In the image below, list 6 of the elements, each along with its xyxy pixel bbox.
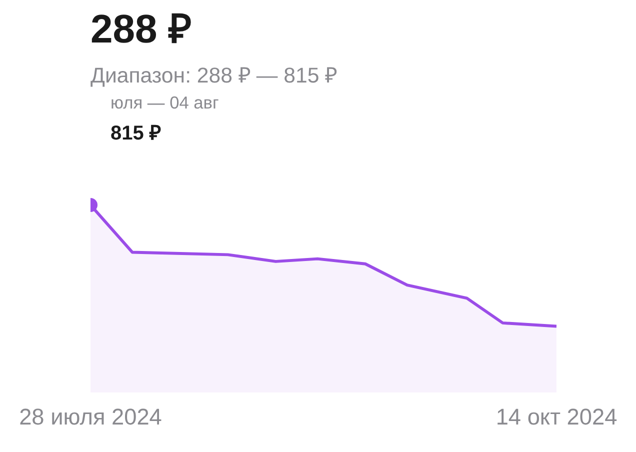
chart-title: 288 ₽ [90,8,192,52]
text: юля — 04 авг [110,92,219,112]
x-tick-label: 14 окт 2024 [496,404,618,430]
text: 815 ₽ [110,122,162,144]
chart-subtitle: Диапазон: 288 ₽ — 815 ₽ [90,64,338,88]
x-tick-label: 28 июля 2024 [19,404,162,430]
